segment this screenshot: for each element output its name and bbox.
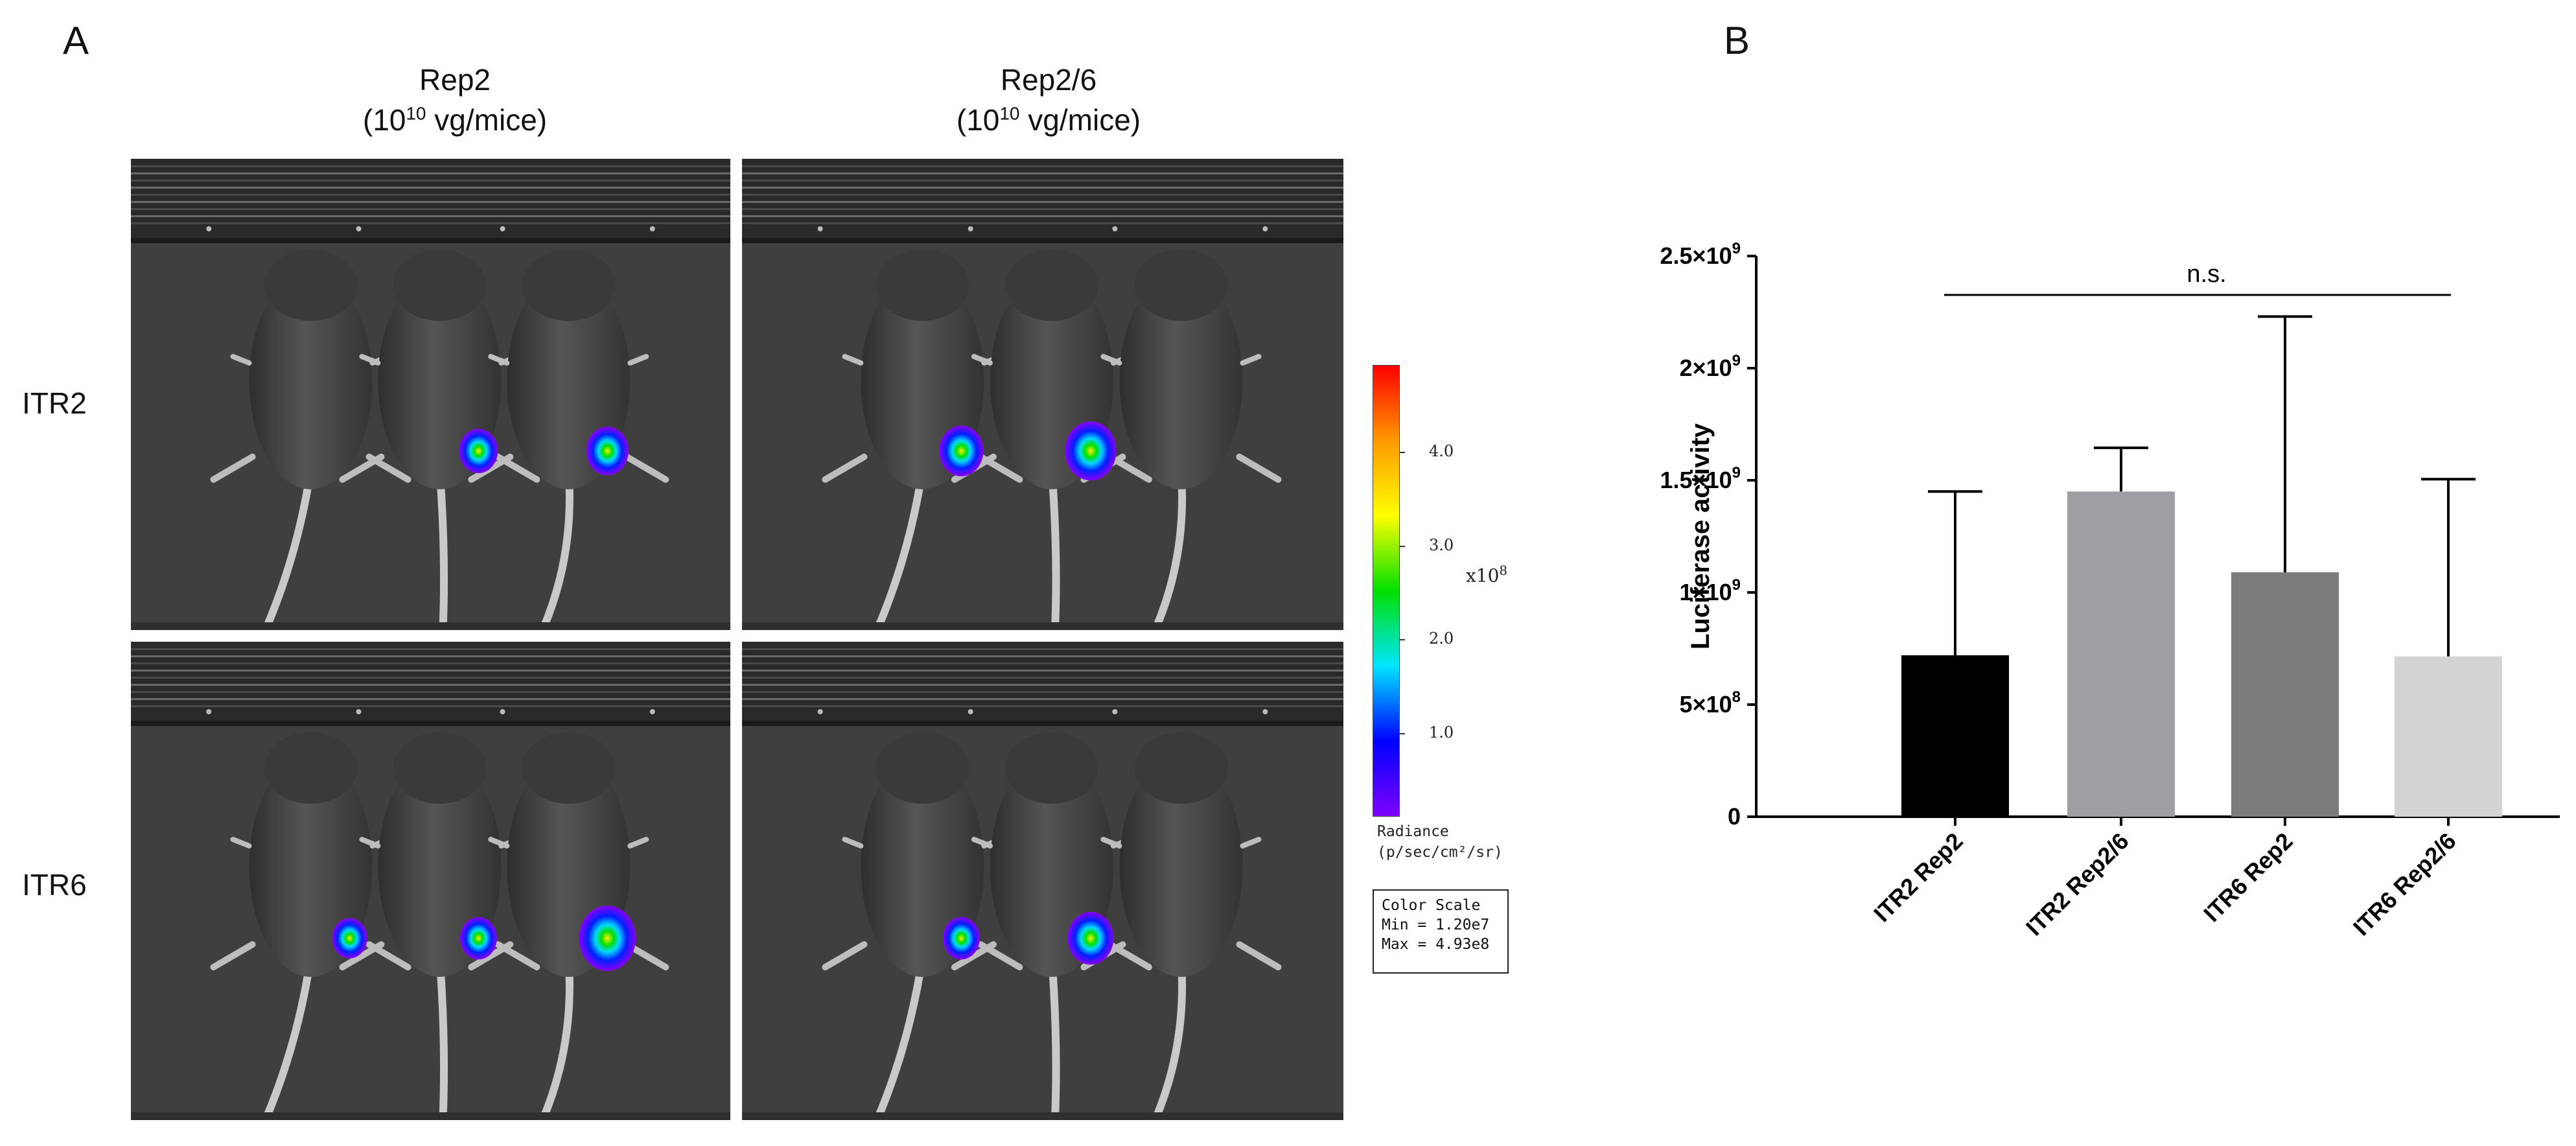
color-scale-title: Color Scale	[1382, 897, 1481, 914]
image-itr2-rep2	[131, 159, 730, 634]
x-tick-label: ITR2 Rep2/6	[2021, 828, 2134, 941]
colorbar-tick	[1400, 639, 1405, 641]
imaging-frame	[131, 642, 730, 1124]
bar	[2231, 572, 2339, 817]
image-itr6-rep2-6	[742, 642, 1343, 1124]
radiance-colorbar	[1373, 365, 1400, 817]
image-itr6-rep2	[131, 642, 730, 1124]
colorbar-multiplier: x108	[1466, 563, 1508, 587]
bioluminescence-signal	[586, 427, 629, 476]
image-itr2-rep2-6	[742, 159, 1343, 634]
column-header-rep2-6: Rep2/6 (1010 vg/mice)	[887, 60, 1211, 140]
color-scale-box: Color Scale Min = 1.20e7 Max = 4.93e8	[1373, 889, 1509, 974]
y-tick-label: 2×109	[1680, 352, 1741, 381]
radiance-label: Radiance	[1377, 823, 1449, 840]
y-tick-label: 5×108	[1680, 688, 1741, 718]
bioluminescence-signal	[579, 906, 636, 971]
shelf	[742, 642, 1343, 723]
shelf	[131, 642, 730, 723]
mouse	[468, 250, 669, 634]
significance-label: n.s.	[2187, 261, 2226, 288]
colorbar-tick-label: 1.0	[1429, 723, 1454, 742]
bar	[1901, 655, 2009, 817]
panel-a-letter: A	[63, 19, 89, 62]
column-header-rep2: Rep2 (1010 vg/mice)	[293, 60, 617, 140]
y-tick-label: 2.5×109	[1660, 240, 1741, 269]
x-tick-label: ITR6 Rep2	[2198, 828, 2297, 927]
mouse	[1080, 732, 1282, 1124]
column-header-rep2-6-line2: (1010 vg/mice)	[956, 103, 1141, 137]
bioluminescence-signal	[939, 425, 984, 476]
column-header-rep2-line1: Rep2	[419, 63, 491, 97]
imaging-frame	[742, 159, 1343, 634]
bioluminescence-signal	[459, 428, 498, 474]
radiance-units: (p/sec/cm²/sr)	[1377, 844, 1503, 861]
mouse	[1080, 250, 1282, 634]
x-tick-label: ITR6 Rep2/6	[2348, 828, 2461, 941]
y-axis: 0 5×108 1×109 1.5×109 2×109 2.5×109	[1660, 240, 1758, 830]
imaging-frame	[742, 642, 1343, 1124]
row-label-itr6: ITR6	[22, 868, 87, 902]
bioluminescence-signal	[332, 918, 367, 959]
shelf	[742, 159, 1343, 240]
colorbar-tick	[1400, 452, 1405, 454]
colorbar-tick-label: 4.0	[1429, 442, 1454, 461]
column-header-rep2-line2: (1010 vg/mice)	[362, 103, 548, 137]
panel-b-letter: B	[1724, 19, 1750, 62]
column-header-rep2-6-line1: Rep2/6	[1000, 63, 1097, 97]
colorbar-tick-label: 3.0	[1429, 535, 1454, 554]
row-label-itr2: ITR2	[22, 386, 87, 420]
y-tick-label: 0	[1728, 803, 1741, 830]
y-tick-label: 1×109	[1680, 576, 1741, 605]
colorbar-tick	[1400, 545, 1405, 547]
bar	[2067, 491, 2175, 817]
colorbar-tick-label: 2.0	[1429, 629, 1454, 648]
bioluminescence-signal	[943, 917, 980, 960]
bar	[2395, 656, 2502, 817]
color-scale-max: Max = 4.93e8	[1382, 936, 1490, 953]
bioluminescence-signal	[1067, 911, 1114, 965]
y-tick-label: 1.5×109	[1660, 464, 1741, 493]
y-axis-label: Luciferase activity	[1686, 423, 1715, 649]
imaging-frame	[131, 159, 730, 634]
shelf	[131, 159, 730, 240]
colorbar-tick	[1400, 732, 1405, 734]
color-scale-min: Min = 1.20e7	[1382, 917, 1490, 933]
luciferase-bar-chart: 0 5×108 1×109 1.5×109 2×109 2.5×109 Luciferase…	[1660, 240, 2560, 941]
bioluminescence-signal	[1065, 421, 1117, 481]
x-tick-label: ITR2 Rep2	[1868, 828, 1967, 927]
bioluminescence-signal	[459, 917, 497, 960]
